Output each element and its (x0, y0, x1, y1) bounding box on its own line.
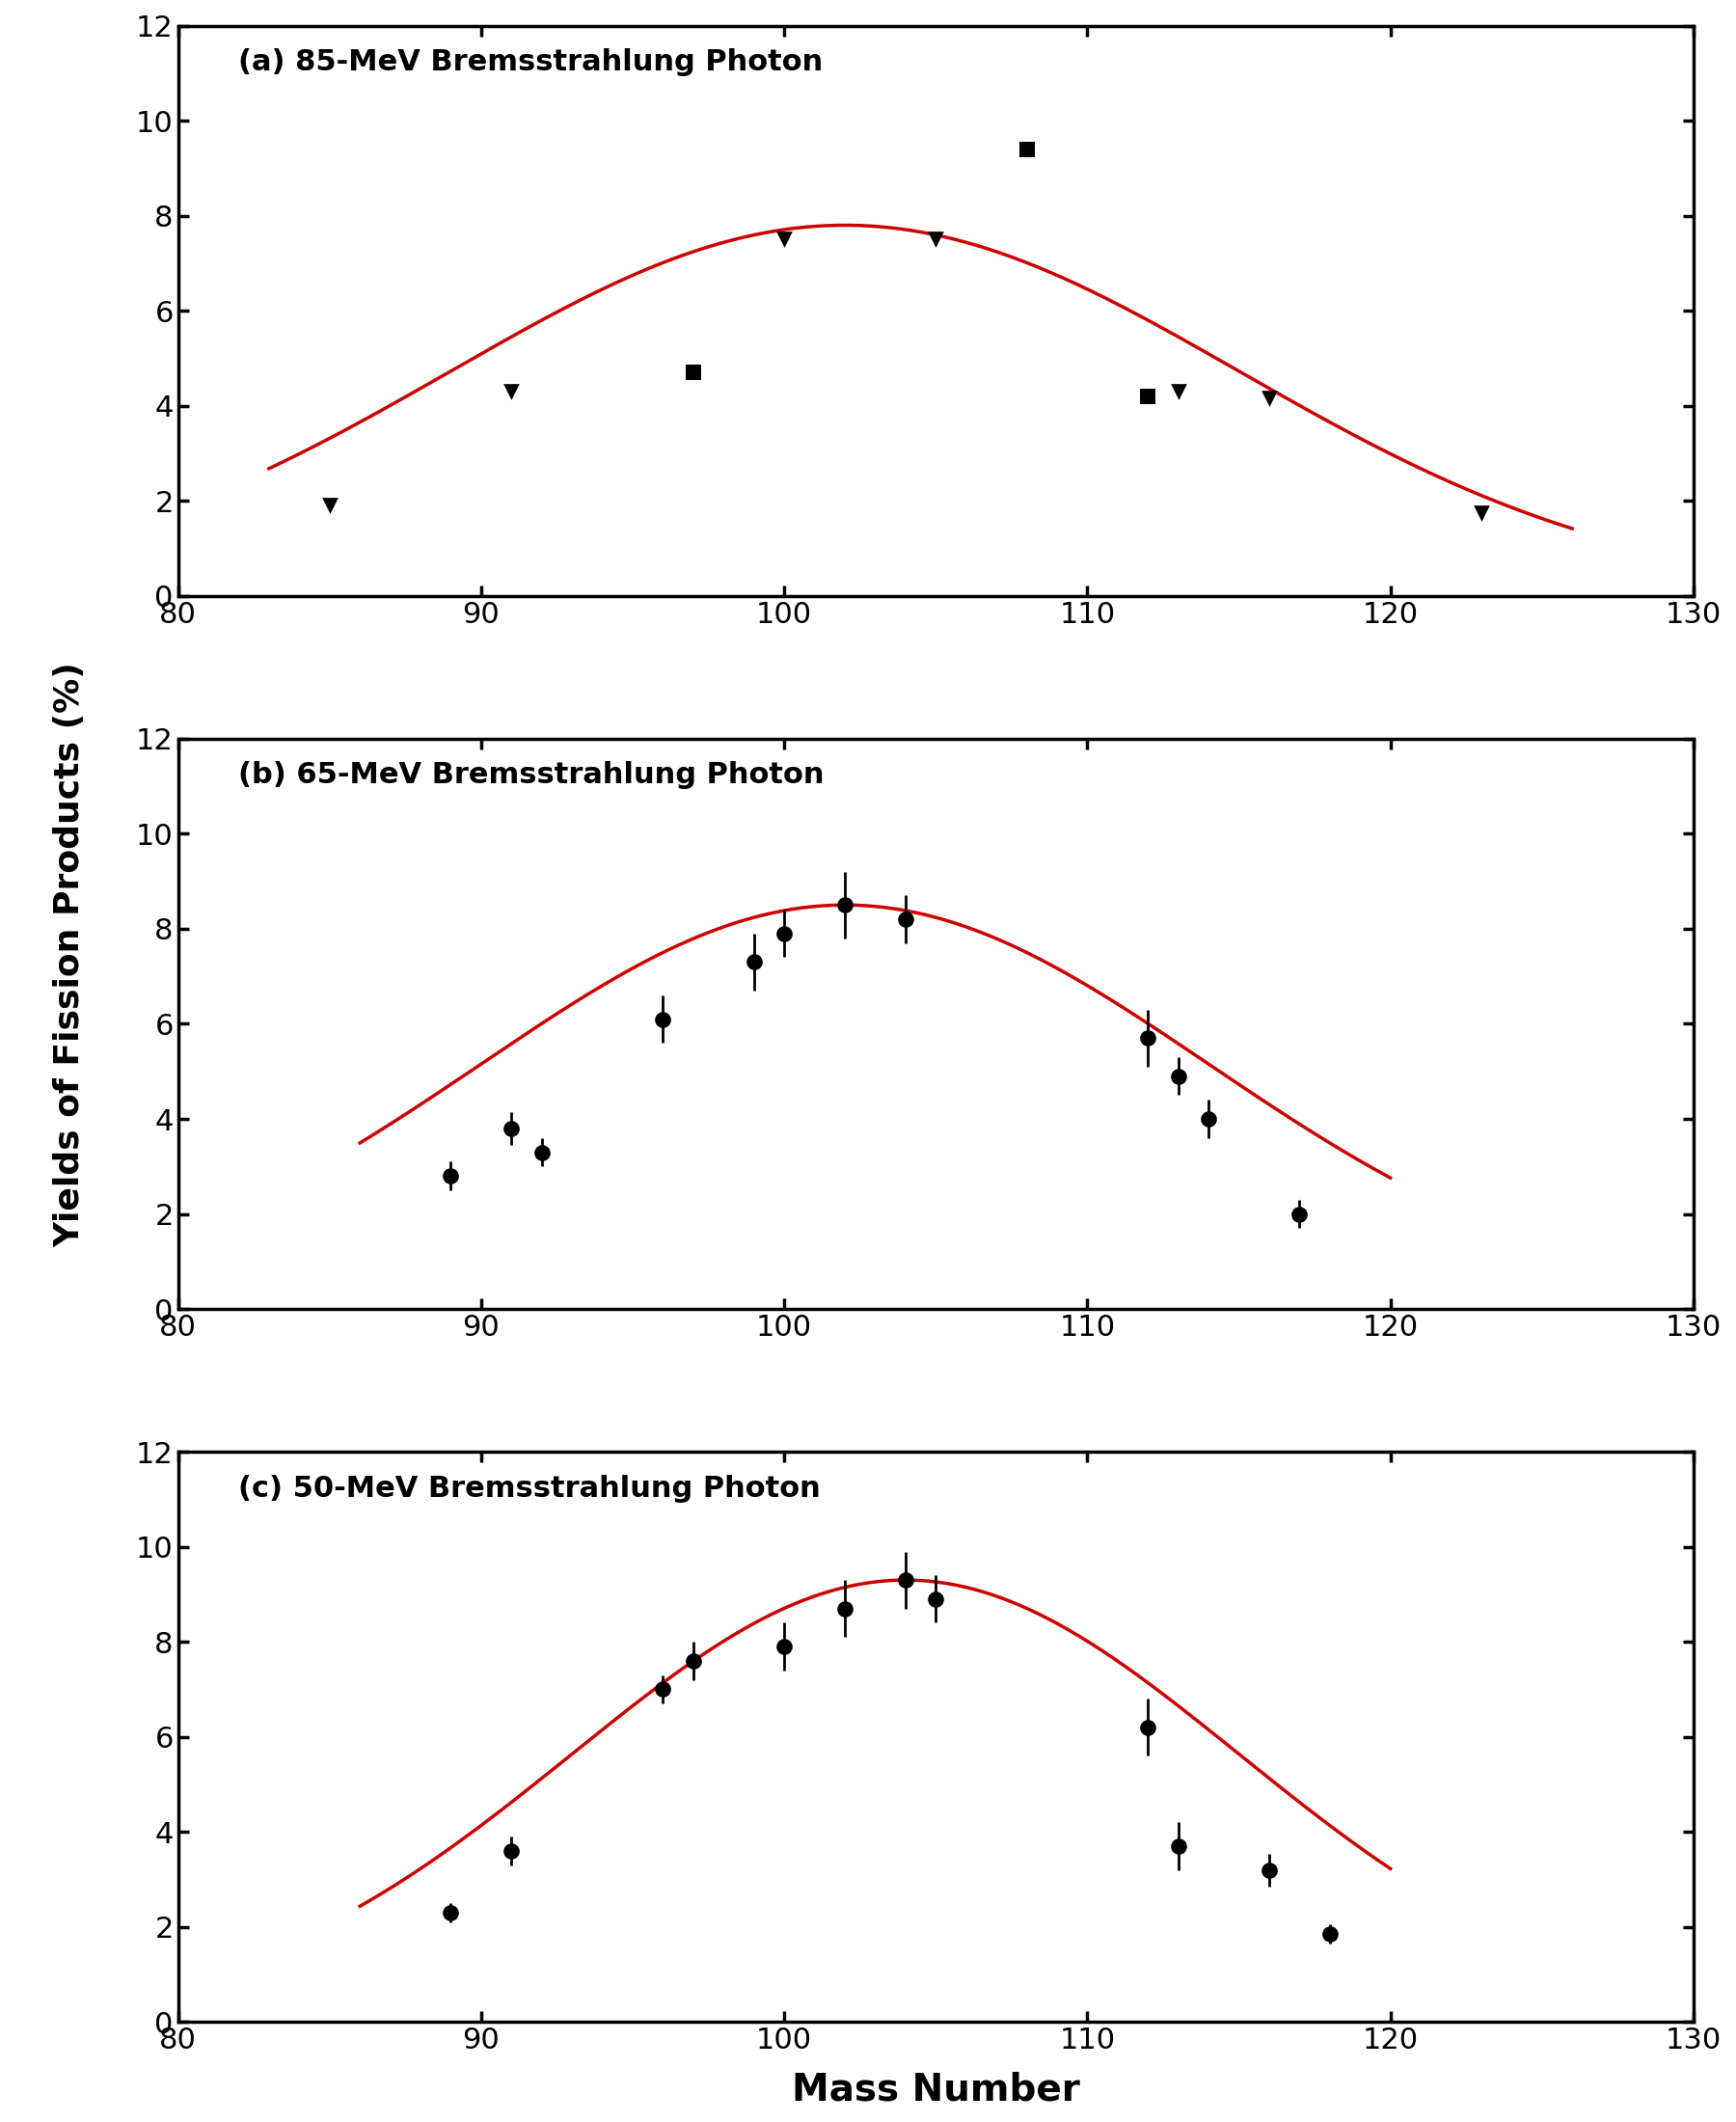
Text: (b) 65-MeV Bremsstrahlung Photon: (b) 65-MeV Bremsstrahlung Photon (238, 762, 825, 789)
Text: Yields of Fission Products (%): Yields of Fission Products (%) (54, 662, 85, 1248)
Point (1467, 497, 1495, 530)
Point (771, 223, 799, 257)
Point (1255, 382, 1283, 416)
Point (922, 223, 950, 257)
Point (1134, 380, 1161, 414)
Point (498, 376, 526, 410)
Point (1165, 376, 1193, 410)
Text: (a) 85-MeV Bremsstrahlung Photon: (a) 85-MeV Bremsstrahlung Photon (238, 49, 823, 76)
Point (679, 356, 707, 390)
Point (316, 488, 344, 522)
Point (1012, 132, 1040, 166)
Text: (c) 50-MeV Bremsstrahlung Photon: (c) 50-MeV Bremsstrahlung Photon (238, 1475, 821, 1502)
X-axis label: Mass Number: Mass Number (792, 2071, 1080, 2107)
